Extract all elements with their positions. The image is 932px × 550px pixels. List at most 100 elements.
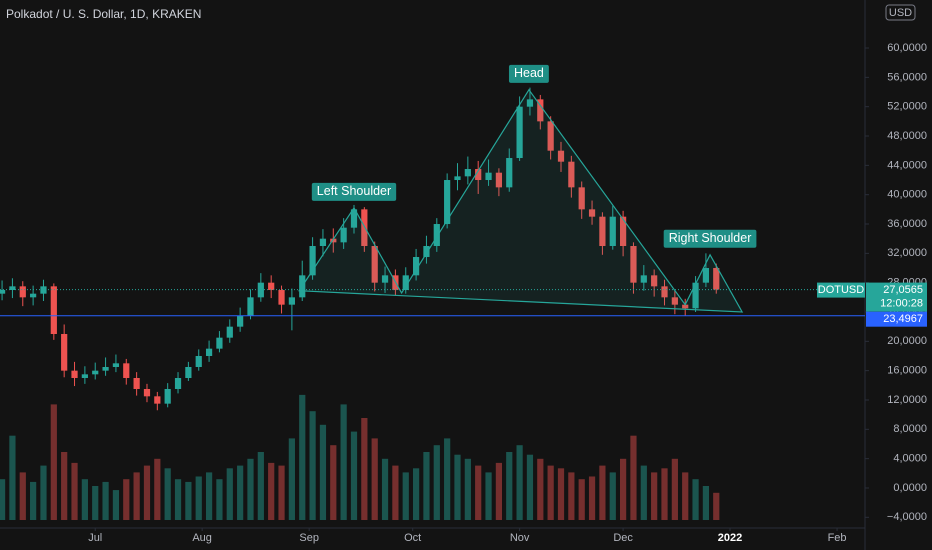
candle-body <box>506 158 513 188</box>
volume-bar <box>154 458 161 520</box>
candle-body <box>495 172 503 188</box>
last-price-box <box>866 282 927 312</box>
candle-body <box>19 286 26 298</box>
candle-body <box>340 227 347 243</box>
volume-bar <box>299 394 306 520</box>
volume-bar <box>651 472 658 520</box>
x-tick-label: Jul <box>88 532 102 544</box>
candle-body <box>537 99 544 122</box>
volume-bar <box>30 481 37 520</box>
candle-body <box>682 304 689 309</box>
volume-bar <box>309 411 316 520</box>
annotation-label: Head <box>514 66 544 80</box>
volume-bar <box>537 458 544 520</box>
candle-body <box>578 187 585 210</box>
annotation-label: Right Shoulder <box>669 231 752 245</box>
candle-body <box>133 377 140 389</box>
volume-bar <box>578 479 585 520</box>
candle-body <box>102 366 109 371</box>
y-tick-label: 20,0000 <box>887 335 927 347</box>
candle-body <box>588 209 596 217</box>
volume-bar <box>423 452 430 520</box>
volume-bar <box>40 465 47 520</box>
candle-body <box>0 290 6 294</box>
candle-body <box>630 246 637 283</box>
candle-body <box>268 282 275 291</box>
currency-box <box>885 4 916 21</box>
x-tick-label: 2022 <box>718 532 742 544</box>
candle-body <box>50 286 57 334</box>
volume-bar <box>102 481 109 520</box>
pattern-area <box>298 88 744 313</box>
volume-bar <box>0 479 6 520</box>
candle-body <box>174 377 182 389</box>
chart-title: Polkadot / U. S. Dollar, 1D, KRAKEN <box>6 7 201 21</box>
volume-bar <box>713 492 720 520</box>
volume-bar <box>71 462 78 520</box>
x-tick-label: Sep <box>299 532 319 544</box>
x-tick-label: Aug <box>192 532 212 544</box>
candle-body <box>237 315 244 327</box>
volume-bar <box>9 435 16 520</box>
candle-body <box>433 224 440 247</box>
volume-bar <box>330 445 337 520</box>
volume-bar <box>371 438 378 520</box>
y-tick-label: 48,0000 <box>887 130 927 142</box>
candle-body <box>164 388 171 404</box>
volume-bar <box>475 465 482 520</box>
volume-bar <box>205 472 213 520</box>
y-tick-label: 52,0000 <box>887 101 927 113</box>
candle-body <box>485 172 492 181</box>
volume-bar <box>361 418 368 520</box>
volume-bar <box>671 458 678 520</box>
candle-body <box>557 150 565 162</box>
volume-bar <box>444 438 451 520</box>
y-tick-label: 12,0000 <box>887 394 927 406</box>
candle-body <box>661 286 668 298</box>
volume-bar <box>588 476 596 520</box>
volume-bar <box>164 468 171 520</box>
volume-bar <box>185 481 192 520</box>
candle-body <box>444 180 451 225</box>
annotation-box <box>311 182 397 201</box>
y-tick-label: 0,0000 <box>893 482 927 494</box>
candle-body <box>402 275 409 291</box>
volume-bar <box>123 479 130 520</box>
candle-body <box>651 275 658 287</box>
y-tick-label: 44,0000 <box>887 159 927 171</box>
volume-bar <box>278 465 285 520</box>
candle-body <box>143 388 151 397</box>
y-tick-label: 40,0000 <box>887 189 927 201</box>
x-tick-label: Nov <box>510 532 530 544</box>
x-tick-label: Dec <box>613 532 633 544</box>
candle-body <box>330 238 337 243</box>
volume-bar <box>350 431 358 520</box>
volume-bar <box>247 458 254 520</box>
volume-bar <box>50 404 57 520</box>
candle-body <box>412 257 420 276</box>
candle-body <box>154 396 161 404</box>
y-tick-label: −4,0000 <box>887 511 927 523</box>
candle-body <box>112 363 120 367</box>
volume-bar <box>81 479 88 520</box>
volume-bar <box>412 468 420 520</box>
candle-body <box>516 106 523 159</box>
volume-bar <box>257 452 264 520</box>
volume-bar <box>216 479 223 520</box>
y-tick-label: 60,0000 <box>887 42 927 54</box>
candle-body <box>9 286 16 291</box>
volume-bar <box>506 452 513 520</box>
candle-body <box>195 355 202 367</box>
volume-bar <box>557 468 565 520</box>
candle-body <box>205 348 213 356</box>
y-tick-label: 8,0000 <box>893 423 927 435</box>
y-tick-label: 16,0000 <box>887 365 927 377</box>
volume-bar <box>133 472 140 520</box>
volume-bar <box>692 479 699 520</box>
volume-bar <box>402 472 409 520</box>
candle-body <box>81 374 88 378</box>
volume-bar <box>620 458 627 520</box>
x-tick-label: Oct <box>404 532 421 544</box>
